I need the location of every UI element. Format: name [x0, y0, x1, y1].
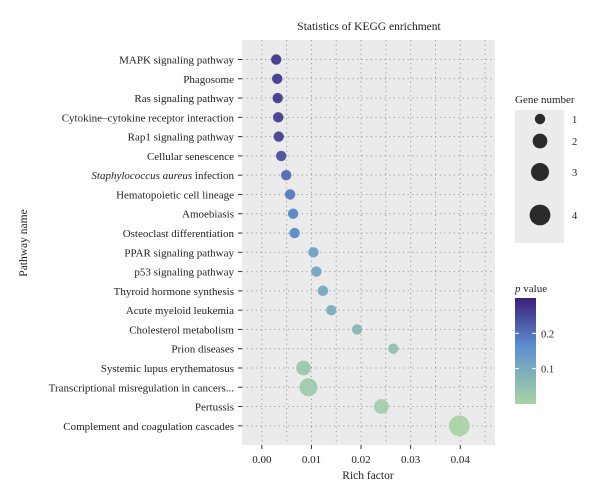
data-point: [272, 92, 283, 104]
data-point: [351, 324, 363, 335]
y-tick-label: Rap1 signaling pathway: [128, 132, 235, 144]
p-value-tick-label: 0.2: [541, 329, 554, 340]
y-axis-title: Pathway name: [18, 209, 30, 276]
data-point: [374, 399, 389, 414]
y-tick-label: Cholesterol metabolism: [129, 324, 234, 336]
data-point: [275, 150, 287, 162]
grid-layer: [242, 40, 495, 445]
gene-number-legend-dot: [532, 133, 548, 149]
y-tick-label: Hematopoietic cell lineage: [116, 189, 234, 201]
y-tick-label: Cellular senescence: [147, 151, 234, 163]
data-point: [296, 360, 311, 376]
data-point: [271, 54, 282, 65]
x-tick-label: 0.04: [451, 454, 471, 466]
x-tick-label: 0.01: [302, 454, 321, 466]
data-point: [448, 415, 470, 437]
gene-number-legend-dot: [530, 162, 550, 182]
p-value-legend-title-p: p: [514, 283, 521, 295]
y-ticks: MAPK signaling pathway Phagosome Ras signa…: [49, 55, 242, 433]
gene-number-legend-label: 1: [572, 115, 577, 126]
x-axis-title: Rich factor: [342, 470, 394, 482]
data-point: [272, 73, 283, 84]
gene-number-legend-label: 3: [572, 168, 577, 179]
gene-number-legend-label: 4: [572, 211, 578, 222]
gene-number-legend: Gene number 1 2 3 4: [515, 94, 578, 243]
x-tick-label: 0.00: [252, 454, 272, 466]
y-tick-label: Staphylococcus aureus infection: [91, 170, 234, 182]
p-value-legend: p value 0.1 0.2: [514, 283, 554, 404]
y-tick-label: Prion diseases: [171, 344, 234, 356]
data-point: [284, 189, 296, 200]
y-tick-label: Thyroid hormone synthesis: [114, 286, 234, 298]
gene-number-legend-dot: [529, 204, 551, 226]
gene-number-legend-title: Gene number: [515, 94, 575, 106]
p-value-colorbar: [515, 298, 536, 404]
x-ticks: 0.00 0.01 0.02 0.03 0.04: [252, 445, 470, 466]
y-tick-label: PPAR signaling pathway: [124, 247, 234, 259]
data-point: [326, 304, 337, 316]
data-point: [280, 169, 292, 181]
y-tick-label: Ras signaling pathway: [134, 93, 234, 105]
y-tick-label: Transcriptional misregulation in cancers…: [49, 382, 235, 394]
y-tick-label: Cytokine–cytokine receptor interaction: [62, 112, 235, 124]
data-point: [299, 378, 318, 397]
x-tick-label: 0.02: [351, 454, 370, 466]
data-point: [317, 285, 329, 297]
data-point: [308, 247, 319, 258]
p-value-tick-label: 0.1: [541, 365, 554, 376]
data-point: [273, 131, 284, 142]
y-tick-label: Acute myeloid leukemia: [126, 305, 234, 317]
y-tick-label: Complement and coagulation cascades: [63, 421, 234, 433]
y-tick-label: MAPK signaling pathway: [119, 55, 234, 67]
plot-panel: [242, 40, 495, 445]
data-point: [287, 208, 299, 219]
gene-number-legend-label: 2: [572, 137, 577, 148]
data-point: [311, 266, 322, 277]
p-value-legend-title-rest: value: [521, 283, 548, 295]
y-tick-label: Systemic lupus erythematosus: [101, 363, 234, 375]
y-tick-label: Phagosome: [183, 74, 234, 86]
data-point: [289, 227, 300, 239]
y-tick-label: Osteoclast differentiation: [123, 228, 235, 240]
y-tick-label: Pertussis: [195, 402, 234, 414]
y-tick-label: p53 signaling pathway: [134, 267, 234, 279]
y-tick-label: Amoebiasis: [182, 209, 234, 221]
data-point: [388, 343, 399, 354]
p-value-legend-title: p value: [514, 283, 547, 295]
gene-number-legend-dot: [534, 113, 546, 125]
chart-title: Statistics of KEGG enrichment: [297, 21, 441, 33]
x-tick-label: 0.03: [401, 454, 421, 466]
data-point: [273, 112, 284, 123]
data-points: [271, 54, 470, 437]
